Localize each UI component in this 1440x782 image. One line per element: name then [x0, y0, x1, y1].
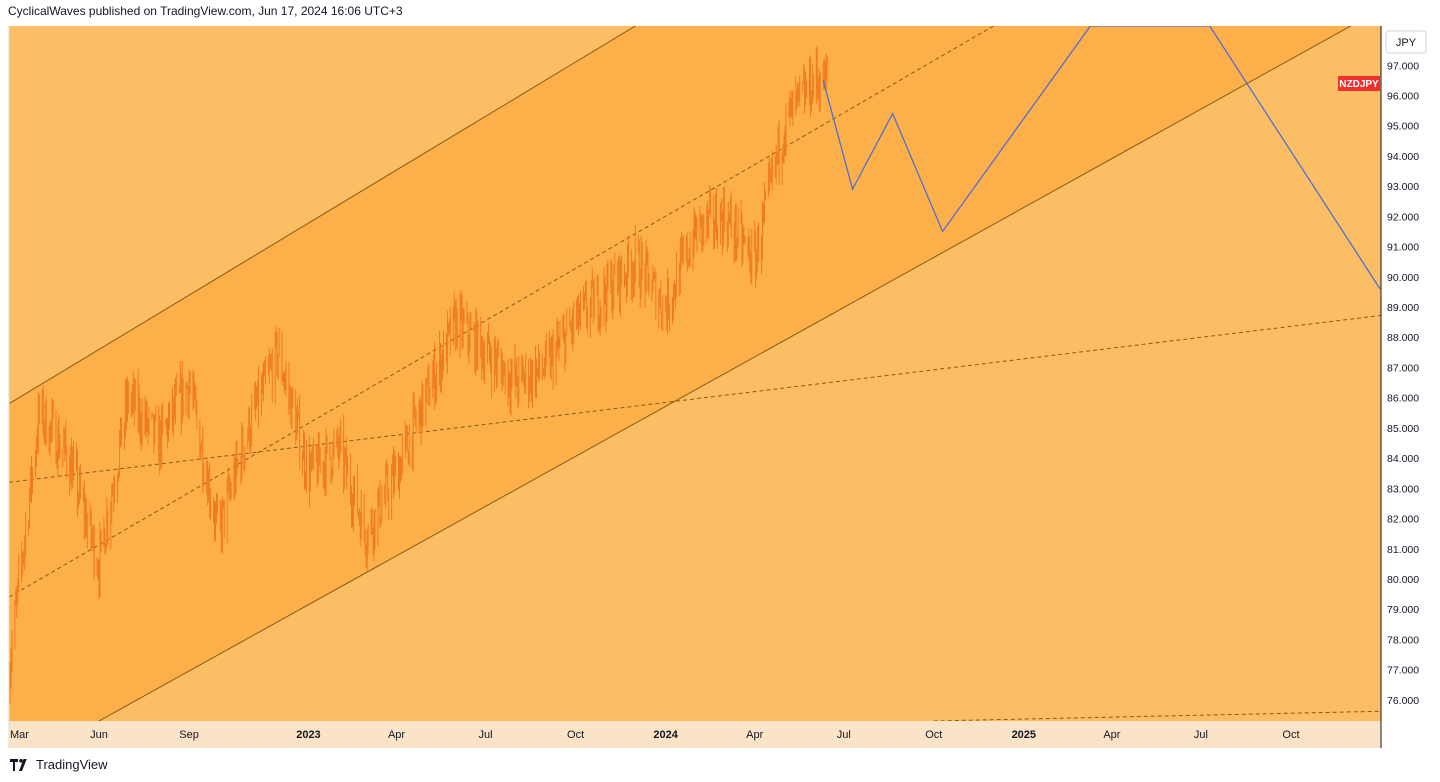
symbol-badge-label: NZDJPY [1339, 79, 1379, 90]
price-tick-label-5: 92.000 [1387, 211, 1419, 223]
price-tick-label-9: 88.000 [1387, 332, 1419, 344]
price-tick-label-1: 96.000 [1387, 91, 1419, 103]
time-tick-label-12: Apr [1103, 729, 1120, 741]
channel-midline [9, 26, 995, 598]
price-tick-label-20: 77.000 [1387, 665, 1419, 677]
channel-band [9, 26, 1351, 721]
price-tick-label-21: 76.000 [1387, 695, 1419, 707]
time-tick-label-14: Oct [1282, 729, 1299, 741]
bottom-trend-line [933, 710, 1381, 721]
price-axis-background [1381, 26, 1431, 748]
price-tick-label-2: 95.000 [1387, 121, 1419, 133]
price-tick-label-0: 97.000 [1387, 60, 1419, 72]
time-tick-label-2: Sep [179, 729, 199, 741]
time-tick-label-1: Jun [90, 729, 108, 741]
footer-brand[interactable]: TradingView [10, 757, 108, 772]
projection-path [822, 26, 1381, 290]
time-tick-label-13: Jul [1194, 729, 1208, 741]
price-tick-label-8: 89.000 [1387, 302, 1419, 314]
currency-label: JPY [1396, 37, 1417, 49]
time-tick-label-7: 2024 [653, 729, 678, 741]
price-tick-label-3: 94.000 [1387, 151, 1419, 163]
time-tick-label-0: Mar [10, 729, 29, 741]
time-tick-label-4: Apr [388, 729, 405, 741]
price-tick-label-14: 83.000 [1387, 483, 1419, 495]
footer-brand-label: TradingView [36, 757, 108, 772]
time-tick-label-8: Apr [746, 729, 763, 741]
price-tick-label-12: 85.000 [1387, 423, 1419, 435]
price-tick-label-11: 86.000 [1387, 393, 1419, 405]
price-tick-label-16: 81.000 [1387, 544, 1419, 556]
time-tick-label-9: Jul [837, 729, 851, 741]
long-trend-line [9, 314, 1381, 483]
channel-upper-line [9, 26, 637, 405]
price-tick-label-13: 84.000 [1387, 453, 1419, 465]
time-tick-label-10: Oct [925, 729, 942, 741]
price-tick-label-15: 82.000 [1387, 514, 1419, 526]
price-tick-label-17: 80.000 [1387, 574, 1419, 586]
symbol-badge [1338, 76, 1380, 91]
time-tick-label-5: Jul [479, 729, 493, 741]
price-candles [8, 46, 828, 704]
channel-lower-line [98, 26, 1352, 721]
time-tick-label-6: Oct [567, 729, 584, 741]
price-tick-label-19: 78.000 [1387, 634, 1419, 646]
price-tick-label-6: 91.000 [1387, 242, 1419, 254]
currency-box[interactable] [1385, 30, 1427, 54]
price-tick-label-7: 90.000 [1387, 272, 1419, 284]
tradingview-logo-icon [10, 758, 30, 771]
price-tick-label-10: 87.000 [1387, 362, 1419, 374]
price-tick-label-18: 79.000 [1387, 604, 1419, 616]
time-tick-label-11: 2025 [1012, 729, 1036, 741]
time-axis-background [9, 721, 1381, 748]
publish-info: CyclicalWaves published on TradingView.c… [8, 4, 403, 18]
price-tick-label-4: 93.000 [1387, 181, 1419, 193]
time-tick-label-3: 2023 [296, 729, 320, 741]
